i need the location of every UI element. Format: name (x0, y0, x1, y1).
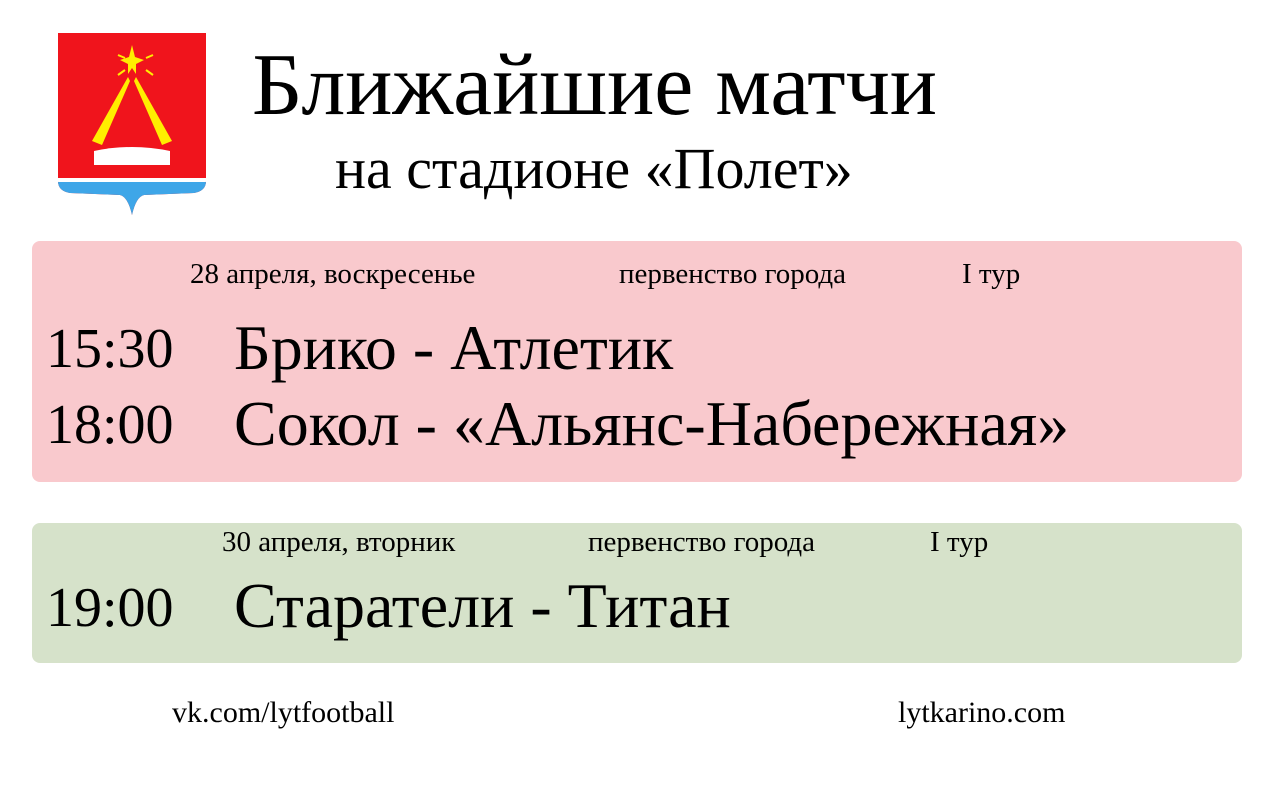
round: I тур (930, 526, 989, 558)
match-time: 19:00 (46, 577, 174, 639)
match-teams: Сокол - «Альянс-Набережная» (234, 388, 1070, 459)
match-teams: Брико - Атлетик (234, 312, 674, 383)
competition: первенство города (588, 526, 816, 558)
page-subtitle: на стадионе «Полет» (335, 136, 853, 201)
match-time: 18:00 (46, 394, 174, 456)
coat-of-arms-icon (58, 33, 206, 215)
match-day-card: 28 апреля, воскресенье первенство города… (32, 241, 1242, 482)
round: I тур (962, 258, 1021, 290)
competition: первенство города (619, 258, 847, 290)
page-title: Ближайшие матчи (252, 37, 937, 134)
website-link[interactable]: lytkarino.com (898, 696, 1066, 729)
match-day-card: 30 апреля, вторник первенство города I т… (32, 523, 1242, 663)
vk-link[interactable]: vk.com/lytfootball (172, 696, 395, 729)
match-date: 28 апреля, воскресенье (190, 258, 476, 290)
match-time: 15:30 (46, 318, 174, 380)
match-date: 30 апреля, вторник (222, 526, 456, 558)
match-teams: Старатели - Титан (234, 570, 731, 641)
